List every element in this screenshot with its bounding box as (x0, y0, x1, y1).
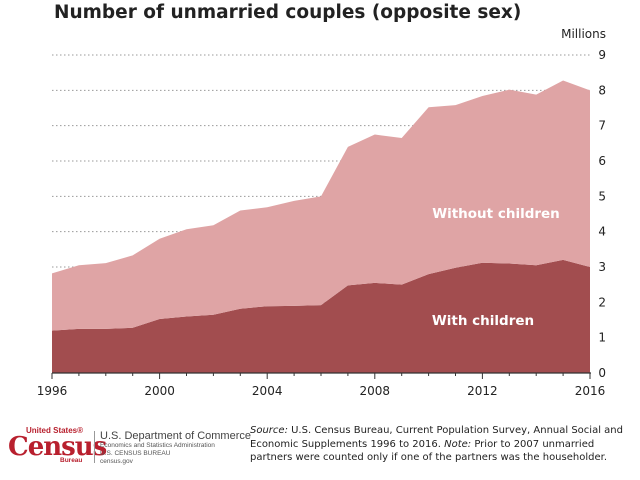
department-name: U.S. Department of Commerce (100, 430, 251, 442)
department-line-bureau: U.S. CENSUS BUREAU (100, 450, 171, 457)
logo-divider (94, 431, 95, 463)
note-label: Note: (444, 438, 472, 450)
y-tick-label-0: 0 (598, 366, 606, 380)
y-tick-label-1: 1 (598, 331, 606, 345)
area-chart: 1996 2000 2004 2008 2012 2016 0 1 2 3 4 5 6 7 8 9 Milli… (37, 27, 606, 398)
y-axis-label: Millions (561, 27, 606, 41)
x-tick-label-2004: 2004 (252, 384, 283, 398)
department-line-url: census.gov (100, 458, 133, 465)
y-tick-label-8: 8 (598, 83, 606, 97)
note-text: Prior to 2007 unmarried partners were co… (250, 438, 607, 464)
y-tick-label-4: 4 (598, 225, 606, 239)
source-note: Source: U.S. Census Bureau, Current Popu… (250, 424, 630, 465)
y-tick-label-2: 2 (598, 295, 606, 309)
area-without-children (52, 80, 590, 331)
y-tick-label-3: 3 (598, 260, 606, 274)
area-with-children (52, 259, 590, 373)
source-label: Source: (250, 425, 288, 436)
y-tick-label-6: 6 (598, 154, 606, 168)
areas (52, 80, 590, 373)
department-block: U.S. Department of Commerce Economics an… (100, 430, 251, 466)
axes: 1996 2000 2004 2008 2012 2016 0 1 2 3 4 5 6 7 8 9 (37, 48, 606, 398)
x-tick-label-2008: 2008 (360, 384, 391, 398)
series-label-with-children: With children (432, 313, 534, 329)
y-tick-label-9: 9 (598, 48, 606, 62)
series-label-without-children: Without children (432, 206, 560, 222)
source-text: U.S. Census Bureau, Current Population S… (250, 425, 623, 450)
x-tick-label-2016: 2016 (575, 384, 606, 398)
census-logo: United States® Census Bureau U.S. Depart… (8, 426, 251, 468)
census-logo-united-states: United States® (26, 426, 84, 435)
chart-title: Number of unmarried couples (opposite se… (54, 2, 522, 23)
x-tick-label-2012: 2012 (467, 384, 498, 398)
y-tick-label-7: 7 (598, 119, 606, 133)
x-tick-label-2000: 2000 (144, 384, 175, 398)
y-tick-label-5: 5 (598, 189, 606, 203)
census-logo-bureau: Bureau (60, 457, 83, 464)
census-logo-wordmark: Census (8, 432, 107, 462)
department-line-esa: Economics and Statistics Administration (100, 442, 215, 449)
x-tick-label-1996: 1996 (37, 384, 68, 398)
